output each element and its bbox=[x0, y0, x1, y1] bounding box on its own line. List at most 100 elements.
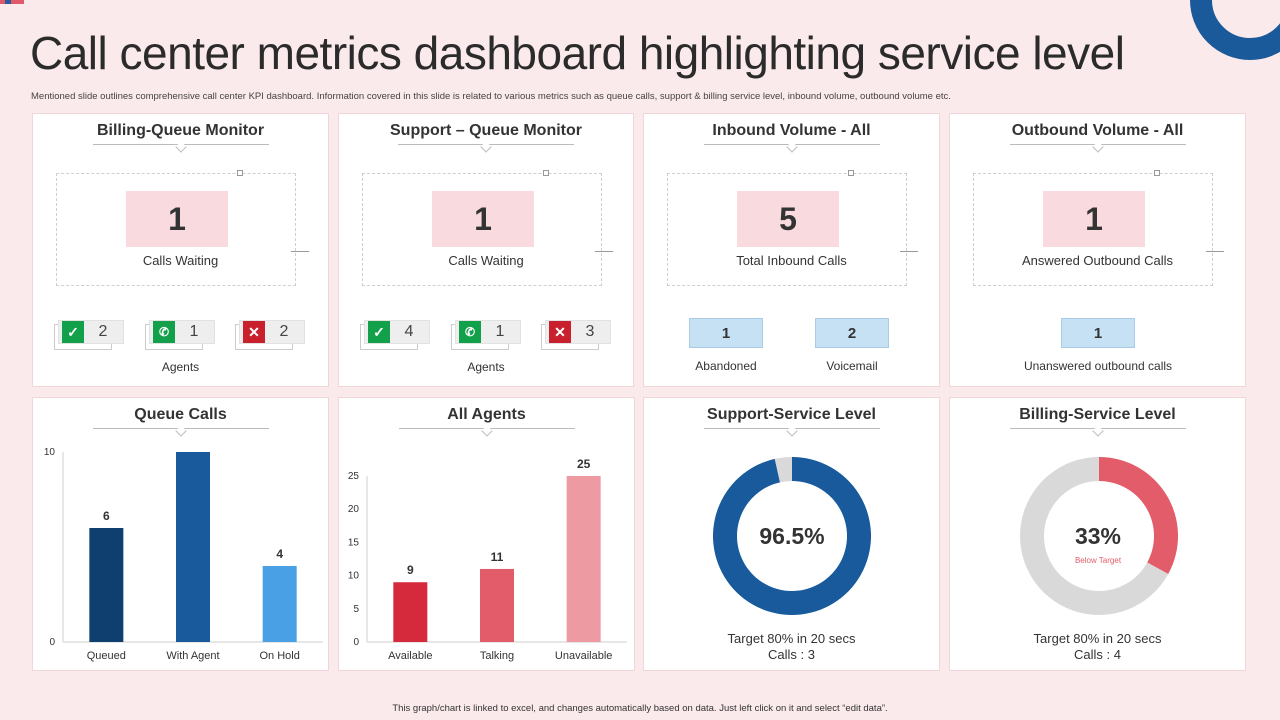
agents-available-chip: ✓ 4 bbox=[360, 320, 430, 350]
y-tick-label: 25 bbox=[348, 471, 360, 482]
bar-unavailable bbox=[566, 476, 601, 642]
abandoned-value: 1 bbox=[689, 318, 763, 348]
phone-icon: ✆ bbox=[153, 321, 175, 343]
outbound-volume-card[interactable]: Outbound Volume - All 1 Answered Outboun… bbox=[949, 113, 1246, 387]
total-inbound-label: Total Inbound Calls bbox=[736, 253, 847, 268]
page-title: Call center metrics dashboard highlighti… bbox=[30, 27, 1125, 79]
y-tick-label: 15 bbox=[348, 537, 360, 548]
y-tick-label: 10 bbox=[44, 447, 56, 458]
page-subtitle: Mentioned slide outlines comprehensive c… bbox=[31, 91, 951, 102]
frame-handle bbox=[543, 170, 549, 176]
frame-handle bbox=[1154, 170, 1160, 176]
agents-label: Agents bbox=[161, 360, 200, 374]
y-tick-label: 0 bbox=[353, 637, 359, 648]
queue-calls-chart[interactable]: 0 10 6 Queued With Agent 4 On Hold bbox=[33, 398, 330, 672]
x-tick-label: Talking bbox=[480, 650, 514, 662]
card-title: Support-Service Level bbox=[707, 406, 876, 423]
unanswered-label: Unanswered outbound calls bbox=[1023, 359, 1173, 373]
card-title: Support – Queue Monitor bbox=[390, 122, 582, 139]
abandoned-label: Abandoned bbox=[695, 359, 757, 373]
check-icon: ✓ bbox=[368, 321, 390, 343]
unanswered-value: 1 bbox=[1061, 318, 1135, 348]
donut-slice-value bbox=[1099, 457, 1178, 575]
agents-unavailable-chip: ✕ 3 bbox=[541, 320, 611, 350]
billing-service-card[interactable]: Billing-Service Level 33% Below Target T… bbox=[949, 397, 1246, 671]
answered-outbound-label: Answered Outbound Calls bbox=[1021, 253, 1174, 268]
agents-talking-value: 1 bbox=[495, 323, 505, 340]
bar-talking bbox=[480, 568, 514, 642]
y-tick-label: 5 bbox=[353, 604, 359, 615]
agents-available-value: 2 bbox=[98, 323, 108, 340]
support-service-percent: 96.5% bbox=[759, 523, 825, 549]
agents-talking-chip: ✆ 1 bbox=[451, 320, 521, 350]
dashed-frame bbox=[56, 173, 296, 286]
billing-queue-card[interactable]: Billing-Queue Monitor 1 Calls Waiting ✓ … bbox=[32, 113, 329, 387]
accent-bar bbox=[0, 0, 24, 4]
footer-note: This graph/chart is linked to excel, and… bbox=[392, 703, 888, 714]
agents-talking-value: 1 bbox=[189, 323, 199, 340]
inbound-volume-card[interactable]: Inbound Volume - All 5 Total Inbound Cal… bbox=[643, 113, 940, 387]
x-tick-label: Queued bbox=[87, 650, 126, 662]
agents-label: Agents bbox=[467, 360, 505, 374]
support-queue-card[interactable]: Support – Queue Monitor 1 Calls Waiting … bbox=[338, 113, 634, 387]
accent-bar-blue bbox=[5, 0, 11, 4]
phone-icon: ✆ bbox=[459, 321, 481, 343]
all-agents-card[interactable]: All Agents 0 5 10 15 20 25 9 Available 11 Talking… bbox=[338, 397, 635, 671]
agents-unavailable-value: 2 bbox=[279, 323, 289, 340]
y-tick-label: 0 bbox=[49, 637, 55, 648]
agents-unavailable-chip: ✕ 2 bbox=[235, 320, 305, 350]
bar-available bbox=[393, 582, 428, 642]
bar-data-label: 11 bbox=[491, 550, 504, 564]
card-title: Queue Calls bbox=[134, 406, 227, 423]
x-tick-label: On Hold bbox=[259, 650, 299, 662]
total-inbound-value: 5 bbox=[737, 191, 839, 247]
voicemail-label: Voicemail bbox=[826, 359, 878, 373]
agents-talking-chip: ✆ 1 bbox=[145, 320, 215, 350]
calls-waiting-value: 1 bbox=[126, 191, 228, 247]
card-title: Inbound Volume - All bbox=[712, 122, 871, 139]
billing-calls: Calls : 4 bbox=[1074, 647, 1121, 662]
bar-data-label: 6 bbox=[103, 509, 110, 523]
frame-handle bbox=[237, 170, 243, 176]
x-tick-label: Unavailable bbox=[555, 650, 612, 662]
dashed-frame bbox=[362, 173, 602, 286]
y-tick-label: 10 bbox=[348, 571, 360, 582]
x-tick-label: With Agent bbox=[166, 650, 219, 662]
calls-waiting-label: Calls Waiting bbox=[142, 253, 219, 268]
donut-slice-remainder bbox=[774, 457, 792, 483]
answered-outbound-value: 1 bbox=[1043, 191, 1145, 247]
dashed-frame bbox=[973, 173, 1213, 286]
donut-slice-remainder bbox=[1020, 457, 1169, 615]
all-agents-chart[interactable]: 0 5 10 15 20 25 9 Available 11 Talking 25 Unavailab… bbox=[339, 398, 636, 672]
agents-unavailable-value: 3 bbox=[585, 323, 595, 340]
queue-calls-card[interactable]: Queue Calls 0 10 6 Queued With Agent 4 On Hold bbox=[32, 397, 329, 671]
frame-tick bbox=[1206, 251, 1224, 252]
y-tick-label: 20 bbox=[348, 504, 360, 515]
billing-service-status: Below Target bbox=[1074, 556, 1122, 565]
frame-handle bbox=[848, 170, 854, 176]
support-calls: Calls : 3 bbox=[768, 647, 815, 662]
dashed-frame bbox=[667, 173, 907, 286]
card-title: All Agents bbox=[447, 406, 526, 423]
bar-data-label: 25 bbox=[577, 457, 591, 471]
bar-data-label: 9 bbox=[407, 563, 414, 577]
bar-with-agent bbox=[176, 452, 210, 642]
frame-tick bbox=[900, 251, 918, 252]
card-title: Outbound Volume - All bbox=[1011, 122, 1184, 139]
support-target: Target 80% in 20 secs bbox=[727, 631, 856, 646]
calls-waiting-value: 1 bbox=[432, 191, 534, 247]
corner-ring-decoration bbox=[1190, 0, 1280, 60]
x-tick-label: Available bbox=[388, 650, 432, 662]
agents-available-chip: ✓ 2 bbox=[54, 320, 124, 350]
check-icon: ✓ bbox=[62, 321, 84, 343]
bar-on-hold bbox=[262, 566, 297, 642]
frame-tick bbox=[291, 251, 309, 252]
billing-service-donut[interactable] bbox=[950, 398, 1247, 672]
support-service-donut[interactable] bbox=[644, 398, 941, 672]
donut-slice-value bbox=[713, 457, 871, 615]
billing-target: Target 80% in 20 secs bbox=[1033, 631, 1162, 646]
frame-tick bbox=[595, 251, 613, 252]
support-service-card[interactable]: Support-Service Level 96.5% Target 80% i… bbox=[643, 397, 940, 671]
agents-available-value: 4 bbox=[404, 323, 414, 340]
voicemail-value: 2 bbox=[815, 318, 889, 348]
